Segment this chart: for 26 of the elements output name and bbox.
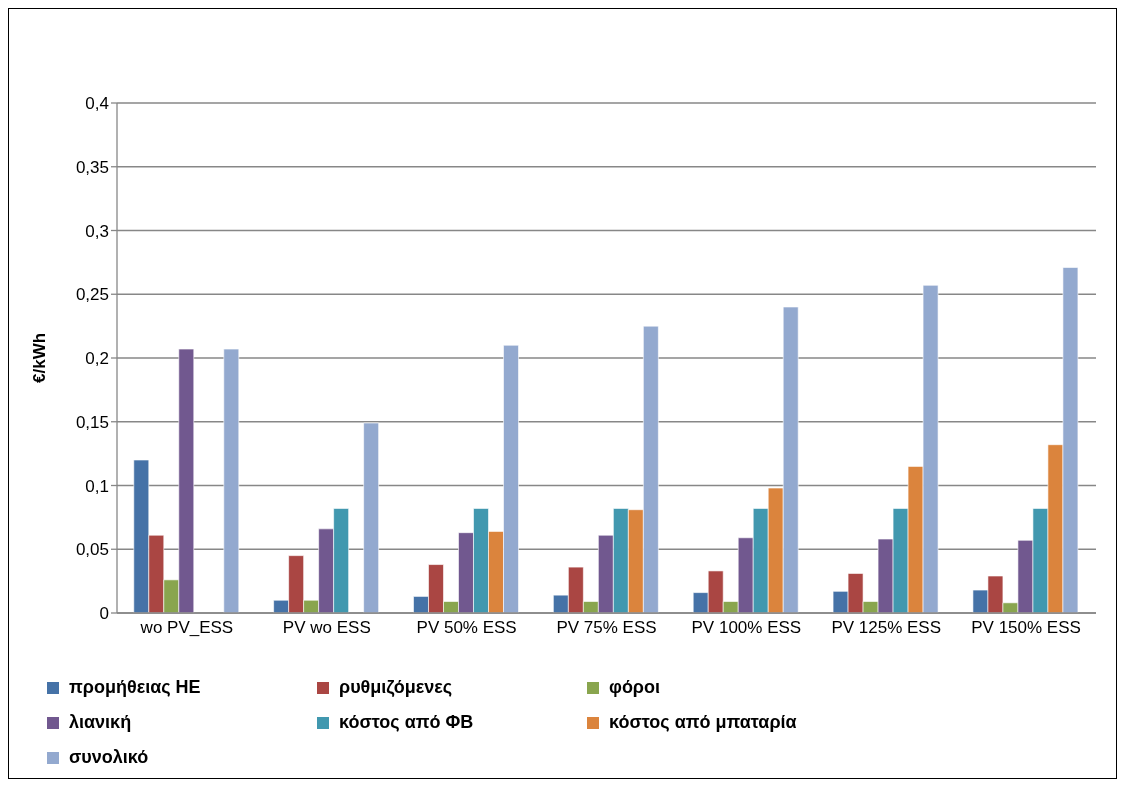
y-tick-label: 0,4: [85, 94, 109, 114]
bar: [223, 348, 240, 613]
x-tick-label: PV 50% ESS: [416, 618, 517, 638]
legend-label: κόστος από μπαταρία: [609, 712, 797, 733]
legend-label: ρυθμιζόμενες: [339, 677, 453, 698]
legend-label: προμήθειας ΗΕ: [69, 677, 201, 698]
y-tick-label: 0,2: [85, 349, 109, 369]
y-tick-label: 0,3: [85, 221, 109, 241]
legend-label: συνολικό: [69, 747, 149, 768]
x-tick-label: PV 100% ESS: [691, 618, 802, 638]
x-tick-label: PV 150% ESS: [971, 618, 1081, 638]
x-tick-label: wo PV_ESS: [139, 618, 234, 638]
y-tick-label: 0,1: [85, 476, 109, 496]
x-tick-label: PV wo ESS: [282, 618, 371, 638]
y-tick-label: 0,35: [75, 157, 109, 177]
y-axis-title: €/kWh: [30, 332, 50, 383]
x-tick-label: PV 125% ESS: [831, 618, 942, 638]
x-tick-label: PV 75% ESS: [556, 618, 657, 638]
legend-label: λιανική: [69, 712, 132, 733]
legend-label: κόστος από ΦΒ: [339, 712, 474, 733]
legend-label: φόροι: [609, 677, 661, 698]
y-tick-label: 0: [99, 604, 109, 624]
bar: [363, 422, 379, 613]
y-tick-label: 0,15: [75, 412, 109, 432]
y-tick-label: 0,25: [75, 285, 109, 305]
y-tick-label: 0,05: [75, 540, 109, 560]
